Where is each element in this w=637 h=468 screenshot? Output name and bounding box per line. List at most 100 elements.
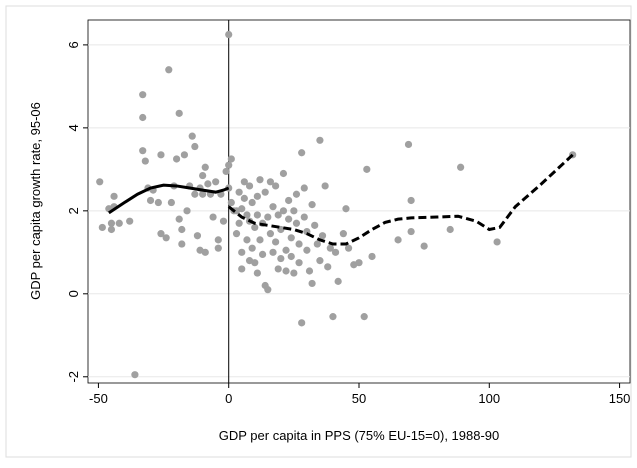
x-tick-label: 150 (609, 391, 631, 406)
point (407, 196, 415, 205)
point (287, 252, 295, 261)
point (131, 371, 139, 379)
point (219, 217, 228, 225)
point (178, 240, 186, 248)
point (243, 236, 251, 244)
point (191, 190, 199, 198)
point (157, 230, 165, 238)
point (178, 225, 186, 234)
point (243, 211, 251, 219)
point (165, 66, 173, 74)
point (285, 196, 293, 205)
point (251, 259, 259, 267)
point (292, 190, 301, 198)
point (404, 140, 413, 149)
point (157, 151, 165, 159)
point (245, 182, 254, 190)
point (316, 257, 324, 265)
point (298, 149, 306, 157)
point (253, 192, 261, 200)
point (407, 227, 415, 236)
point (279, 169, 288, 178)
point (214, 236, 222, 244)
y-tick-label: 2 (66, 207, 81, 214)
point (493, 238, 501, 246)
point (154, 198, 162, 207)
point (227, 155, 235, 163)
point (98, 223, 106, 232)
point (172, 155, 181, 163)
point (175, 109, 183, 117)
point (300, 184, 308, 192)
point (269, 203, 277, 211)
point (329, 313, 337, 321)
point (107, 219, 116, 227)
y-tick-label: -2 (66, 371, 81, 383)
point (212, 178, 220, 186)
point (240, 194, 248, 202)
point (308, 279, 316, 288)
point (334, 277, 342, 285)
point (222, 167, 230, 176)
point (175, 215, 183, 223)
point (287, 234, 295, 242)
point (204, 180, 212, 188)
point (295, 240, 303, 248)
point (326, 244, 334, 252)
point (420, 242, 428, 250)
point (214, 244, 222, 252)
point (316, 136, 324, 144)
point (292, 219, 301, 227)
point (446, 225, 454, 234)
x-tick-label: 0 (225, 391, 232, 406)
y-tick-label: 4 (66, 124, 81, 131)
x-tick-label: 50 (352, 391, 366, 406)
point (235, 219, 243, 227)
point (191, 142, 199, 151)
point (139, 91, 147, 99)
point (298, 319, 306, 327)
point (248, 198, 256, 207)
point (266, 230, 275, 238)
point (295, 259, 303, 267)
point (251, 223, 259, 232)
point (167, 198, 175, 207)
point (311, 221, 319, 229)
point (96, 178, 104, 186)
point (342, 205, 350, 213)
point (300, 213, 308, 221)
point (285, 215, 293, 223)
point (368, 252, 376, 261)
point (394, 236, 402, 244)
point (355, 259, 363, 267)
point (199, 171, 207, 180)
point (274, 265, 282, 273)
point (339, 230, 347, 238)
point (235, 188, 243, 196)
point (225, 30, 233, 39)
point (238, 248, 246, 256)
point (290, 269, 298, 277)
point (146, 196, 155, 205)
point (344, 244, 353, 252)
fit-line (227, 153, 574, 246)
point (321, 182, 329, 190)
point (305, 267, 314, 275)
point (139, 147, 147, 155)
plot-area (87, 19, 631, 384)
point (193, 232, 202, 240)
x-axis-label: GDP per capita in PPS (75% EU-15=0), 198… (219, 428, 500, 443)
point (209, 213, 217, 221)
point (248, 244, 256, 252)
x-tick-label: -50 (89, 391, 108, 406)
point (363, 165, 371, 173)
point (303, 246, 311, 254)
point (282, 267, 290, 275)
point (253, 211, 261, 219)
point (238, 265, 246, 273)
point (238, 205, 246, 213)
point (272, 182, 280, 190)
point (232, 230, 241, 238)
point (360, 313, 368, 321)
point (457, 163, 465, 171)
